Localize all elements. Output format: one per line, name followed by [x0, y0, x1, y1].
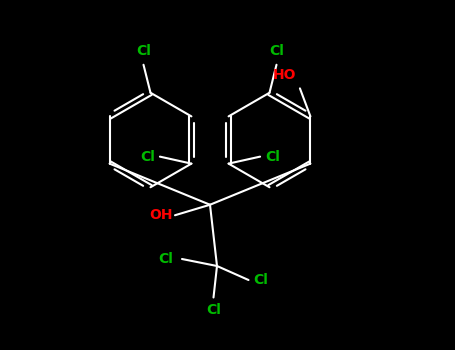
Text: Cl: Cl [158, 252, 173, 266]
Text: Cl: Cl [254, 273, 268, 287]
Text: Cl: Cl [136, 44, 151, 58]
Text: Cl: Cl [140, 150, 155, 164]
Text: Cl: Cl [206, 303, 221, 317]
Text: OH: OH [150, 208, 173, 222]
Text: HO: HO [273, 68, 296, 82]
Text: Cl: Cl [269, 44, 284, 58]
Text: Cl: Cl [265, 150, 280, 164]
